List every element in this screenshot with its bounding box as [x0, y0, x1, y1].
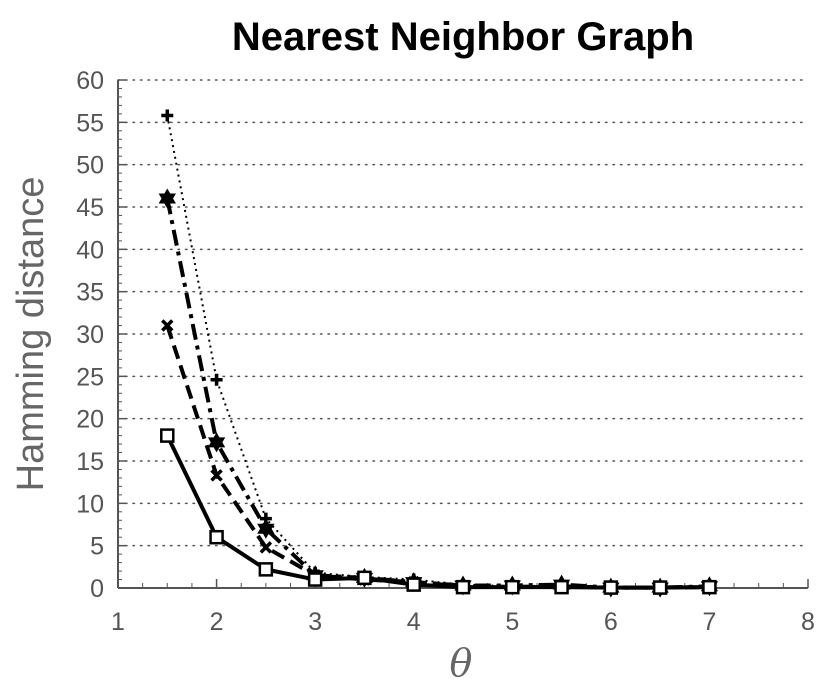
- series-3-line: [165, 198, 710, 590]
- x-tick-label: 2: [210, 608, 224, 636]
- series-1-point: [209, 529, 224, 545]
- chart-title: Nearest Neighbor Graph: [232, 15, 694, 59]
- series-3-point-b: [158, 193, 176, 209]
- series-1-point: [307, 572, 323, 587]
- series-1-point: [554, 579, 569, 595]
- y-tick-label: 60: [76, 67, 104, 95]
- x-axis-label: θ: [450, 641, 473, 679]
- series-1: [160, 428, 717, 595]
- series-layer: [158, 109, 719, 598]
- x-tick-label: 3: [308, 608, 322, 636]
- series-3-point-b: [207, 437, 226, 453]
- y-tick-label: 40: [76, 236, 104, 264]
- series-1-point: [160, 428, 175, 443]
- series-4-point: [210, 373, 223, 386]
- series-1-point: [455, 579, 471, 595]
- x-tick-labels: 1 2 3 4 5 6 7 8: [111, 608, 815, 636]
- y-tick-label: 25: [76, 363, 104, 391]
- series-2-point: [259, 541, 273, 554]
- series-1-point: [652, 580, 668, 595]
- series-1-point: [357, 570, 372, 586]
- series-1-point: [406, 577, 421, 592]
- series-4: [161, 109, 716, 594]
- x-tick-label: 1: [111, 608, 125, 636]
- y-tick-label: 55: [76, 109, 104, 137]
- y-tick-labels: 0 5 10 15 20 25 30 35 40 45 50 55 60: [76, 67, 104, 603]
- y-tick-label: 5: [90, 533, 104, 561]
- x-tick-label: 5: [505, 608, 519, 636]
- x-tick-label: 6: [604, 608, 618, 636]
- y-tick-label: 35: [76, 279, 104, 307]
- series-4-line: [166, 115, 710, 589]
- series-2-point: [210, 469, 223, 482]
- series-2-line: [165, 324, 710, 590]
- y-axis-label: Hamming distance: [10, 177, 52, 492]
- series-3-point-b: [257, 523, 275, 539]
- y-tick-label: 10: [76, 490, 104, 518]
- y-tick-label: 15: [76, 448, 104, 476]
- series-3: [158, 188, 719, 598]
- x-tick-label: 7: [702, 608, 716, 636]
- y-tick-label: 0: [90, 575, 104, 603]
- series-4-point: [161, 109, 174, 122]
- series-1-point: [258, 562, 274, 577]
- x-tick-label: 4: [407, 608, 421, 636]
- y-tick-label: 30: [76, 321, 104, 349]
- grid-lines: [117, 79, 809, 547]
- series-1-point: [702, 579, 717, 595]
- series-1-line: [165, 434, 710, 590]
- x-tick-label: 8: [801, 608, 815, 636]
- series-1-point: [603, 580, 619, 595]
- y-tick-label: 20: [76, 406, 104, 434]
- series-2: [161, 319, 716, 594]
- y-tick-label: 45: [76, 194, 104, 222]
- series-1-point: [505, 579, 520, 595]
- series-2-point: [161, 319, 174, 332]
- y-tick-label: 50: [76, 152, 104, 180]
